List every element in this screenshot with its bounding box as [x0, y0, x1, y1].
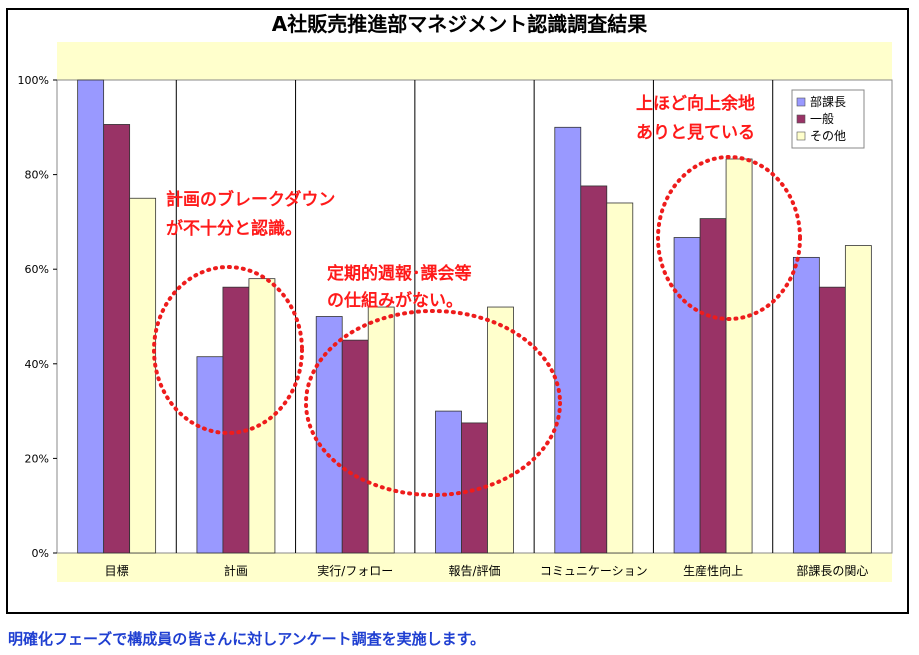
- x-category-label: 生産性向上: [683, 563, 743, 578]
- y-tick-label: 40%: [25, 358, 49, 371]
- bar-bukachou-3: [435, 410, 462, 554]
- bar-sonota-6: [844, 245, 872, 554]
- x-category-label: 実行/フォロー: [317, 563, 393, 578]
- dotted-circle-seisansei: [656, 155, 802, 321]
- bar-sonota-3: [487, 306, 514, 554]
- bar-bukachou-2: [315, 316, 343, 554]
- legend-swatch-sonota: [796, 131, 806, 141]
- legend-swatch-bukachou: [796, 97, 806, 107]
- y-tick-label: 20%: [25, 452, 49, 465]
- annotation-keikaku-line2: が不十分と認識。: [166, 218, 302, 239]
- legend-label-ippan: 一般: [810, 111, 834, 126]
- dotted-circle-keikaku: [152, 265, 304, 435]
- bar-bukachou-0: [77, 79, 105, 554]
- annotation-houkoku: 定期的週報･課会等 の仕組みがない。: [304, 263, 562, 497]
- bar-ippan-0: [103, 124, 131, 554]
- bar-bukachou-6: [792, 256, 820, 554]
- x-category-label: コミュニケーション: [540, 564, 648, 578]
- bar-sonota-0: [129, 197, 157, 554]
- bar-chart: 0% 20% 40% 60% 80% 100% 目標 計画 実行/フォロー 報告/評価 コミュニケ…: [18, 42, 893, 582]
- annotation-houkoku-line1: 定期的週報･課会等: [327, 263, 472, 284]
- chart-title: A社販売推進部マネジメント認識調査結果: [271, 12, 648, 36]
- bars-group: [77, 79, 872, 554]
- category-dividers: [175, 80, 774, 553]
- y-tick-label: 100%: [18, 74, 49, 87]
- bar-ippan-4: [580, 185, 608, 554]
- x-category-label: 報告/評価: [448, 563, 500, 578]
- x-category-label: 部課長の関心: [796, 563, 868, 578]
- y-tick-label: 80%: [25, 169, 49, 182]
- y-tick-label: 60%: [25, 263, 49, 276]
- bar-bukachou-4: [554, 126, 582, 554]
- y-axis-ticks: 0% 20% 40% 60% 80% 100%: [18, 74, 57, 560]
- bar-ippan-6: [818, 286, 846, 554]
- legend-label-sonota: その他: [810, 129, 846, 143]
- annotation-keikaku-line1: 計画のブレークダウン: [166, 189, 335, 210]
- bar-sonota-2: [367, 306, 395, 554]
- bar-sonota-5: [725, 158, 753, 554]
- bar-sonota-4: [606, 202, 634, 554]
- annotation-keikaku: 計画のブレークダウン が不十分と認識。: [152, 189, 335, 435]
- x-category-label: 計画: [224, 563, 248, 578]
- bar-bukachou-1: [196, 356, 224, 554]
- annotation-seisansei-line1: 上ほど向上余地: [636, 93, 755, 114]
- footer-note: 明確化フェーズで構成員の皆さんに対しアンケート調査を実施します。: [8, 630, 486, 648]
- bar-ippan-1: [222, 286, 250, 554]
- dotted-circle-houkoku: [304, 309, 562, 497]
- bar-ippan-5: [699, 218, 727, 554]
- annotation-seisansei: 上ほど向上余地 ありと見ている: [636, 93, 802, 321]
- annotation-seisansei-line2: ありと見ている: [636, 123, 755, 143]
- x-category-label: 目標: [105, 564, 129, 578]
- x-axis-categories: 目標 計画 実行/フォロー 報告/評価 コミュニケーション 生産性向上 部課長の関心: [105, 563, 869, 578]
- legend-label-bukachou: 部課長: [810, 94, 846, 109]
- bar-bukachou-5: [673, 237, 701, 554]
- bar-ippan-3: [461, 422, 488, 554]
- legend: 部課長 一般 その他: [791, 89, 865, 149]
- legend-swatch-ippan: [796, 114, 806, 124]
- annotation-houkoku-line2: の仕組みがない。: [327, 290, 463, 311]
- bar-ippan-2: [341, 339, 369, 554]
- y-tick-label: 0%: [32, 547, 49, 560]
